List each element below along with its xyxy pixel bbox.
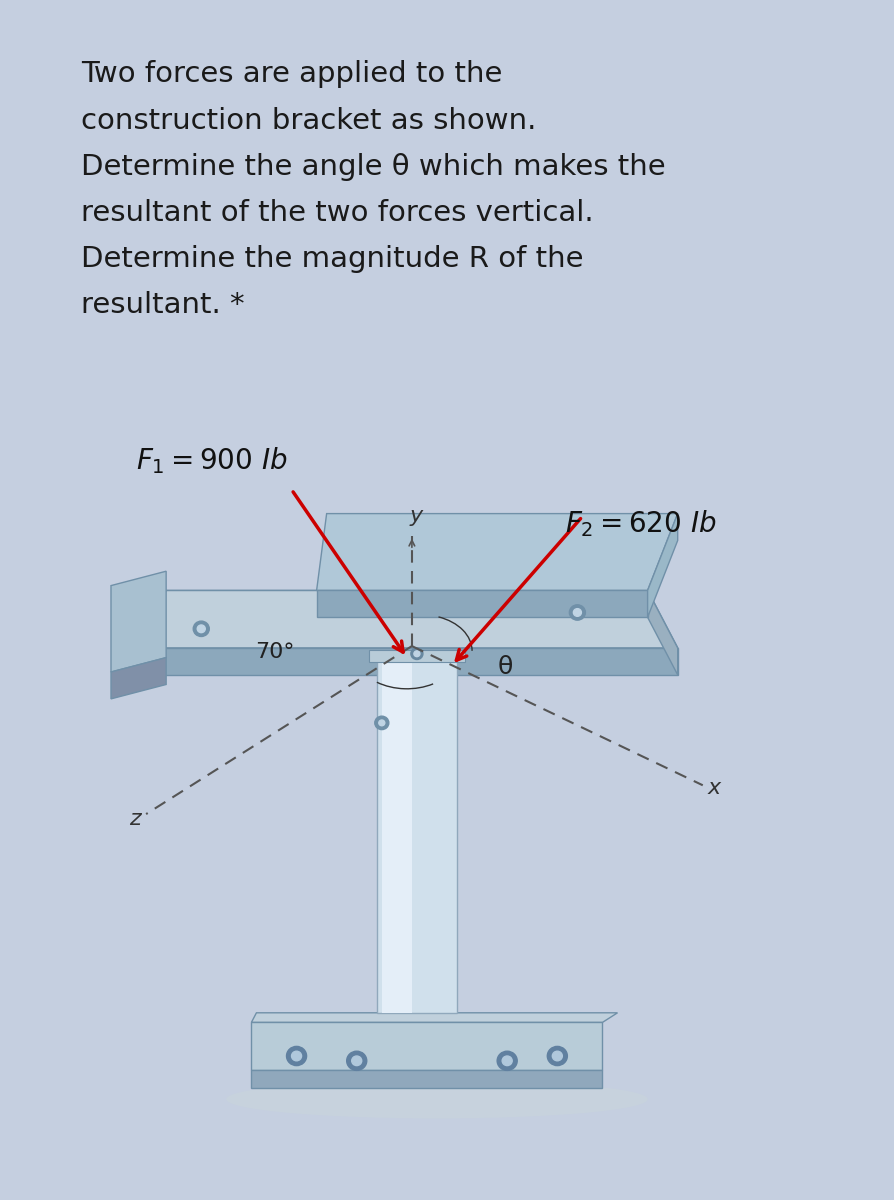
Circle shape [573,608,581,617]
Circle shape [351,1056,362,1066]
Text: Determine the magnitude R of the: Determine the magnitude R of the [80,245,584,272]
Polygon shape [376,658,457,1013]
Text: θ: θ [497,655,512,679]
Circle shape [286,1046,307,1066]
Text: Determine the angle θ which makes the: Determine the angle θ which makes the [80,152,665,181]
Text: x: x [708,778,721,798]
Text: resultant of the two forces vertical.: resultant of the two forces vertical. [80,199,594,227]
Polygon shape [316,590,647,617]
Text: 70°: 70° [255,642,294,662]
Polygon shape [382,658,412,1013]
Circle shape [291,1051,301,1061]
Circle shape [411,648,423,660]
Circle shape [198,625,206,632]
Text: $F_2 = 620\ Ib$: $F_2 = 620\ Ib$ [565,508,717,539]
Polygon shape [251,1013,618,1022]
Polygon shape [136,648,678,674]
Ellipse shape [226,1080,647,1118]
Circle shape [347,1051,367,1070]
Polygon shape [111,658,166,698]
Polygon shape [647,590,678,674]
Polygon shape [647,514,678,617]
Circle shape [193,622,209,636]
Text: z: z [130,809,141,829]
Circle shape [379,720,384,726]
Text: resultant. *: resultant. * [80,290,245,319]
Circle shape [497,1051,518,1070]
Text: construction bracket as shown.: construction bracket as shown. [80,107,536,134]
Polygon shape [136,590,678,648]
Polygon shape [251,1022,603,1070]
Polygon shape [368,650,465,662]
Text: y: y [409,506,423,526]
Circle shape [414,650,420,656]
Circle shape [375,716,389,730]
Polygon shape [111,571,166,672]
Text: $F_1 = 900\ Ib$: $F_1 = 900\ Ib$ [136,445,288,476]
Text: Two forces are applied to the: Two forces are applied to the [80,60,502,89]
Polygon shape [316,514,678,590]
Polygon shape [251,1070,603,1087]
Circle shape [547,1046,568,1066]
Circle shape [552,1051,562,1061]
Circle shape [502,1056,512,1066]
Circle shape [569,605,586,620]
